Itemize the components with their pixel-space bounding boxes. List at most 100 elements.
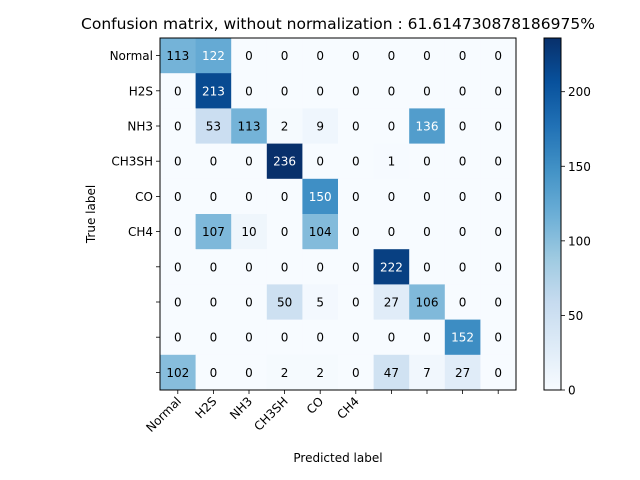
cell-value-label: 0 — [494, 331, 502, 345]
y-tick-label: NH3 — [127, 120, 153, 134]
cell-value-label: 0 — [174, 225, 182, 239]
cell-value-label: 0 — [316, 84, 324, 98]
heatmap-cell — [444, 73, 481, 109]
cell-value-label: 0 — [352, 260, 360, 274]
heatmap-cell — [302, 354, 339, 391]
heatmap-cell — [373, 108, 410, 144]
heatmap-cell — [160, 178, 196, 215]
x-tick-label: CH3SH — [251, 394, 290, 433]
cell-value-label: 2 — [281, 120, 289, 134]
heatmap-cell — [231, 354, 268, 391]
cell-value-label: 7 — [423, 366, 431, 380]
heatmap-cell — [480, 38, 517, 74]
cell-value-label: 0 — [388, 331, 396, 345]
heatmap-cell — [160, 143, 196, 180]
heatmap-cell — [444, 143, 481, 180]
heatmap-cell — [266, 108, 303, 144]
heatmap-cell — [338, 178, 374, 215]
cell-value-label: 0 — [459, 296, 467, 310]
cell-value-label: 10 — [241, 225, 256, 239]
cell-value-label: 0 — [245, 190, 253, 204]
cell-value-label: 150 — [309, 190, 332, 204]
cell-value-label: 0 — [281, 84, 289, 98]
y-tick-label: CH4 — [128, 225, 153, 239]
cell-value-label: 0 — [423, 331, 431, 345]
cell-value-label: 0 — [245, 260, 253, 274]
heatmap-cell — [195, 108, 232, 144]
cell-value-label: 0 — [174, 296, 182, 310]
colorbar-tick-label: 200 — [568, 85, 591, 99]
heatmap-cell — [195, 38, 232, 74]
heatmap-cells: 113 122 0 0 0 0 0 0 0 00 213 0 0 0 0 0 0 0 00 53 113 2 9 0 0 136 0… — [160, 38, 517, 391]
heatmap-cell — [480, 178, 517, 215]
heatmap-cell — [266, 249, 303, 285]
heatmap-cell — [480, 73, 517, 109]
cell-value-label: 0 — [281, 331, 289, 345]
heatmap-cell — [266, 143, 303, 180]
heatmap-cell — [338, 354, 374, 391]
cell-value-label: 0 — [352, 366, 360, 380]
y-axis-ticks: Normal H2S NH3 CH3SH CO CH4 — [110, 49, 160, 373]
cell-value-label: 0 — [459, 120, 467, 134]
heatmap-cell — [373, 319, 410, 356]
heatmap-cell — [409, 284, 446, 320]
cell-value-label: 47 — [384, 366, 399, 380]
cell-value-label: 0 — [423, 84, 431, 98]
cell-value-label: 0 — [210, 190, 218, 204]
heatmap-cell — [302, 249, 339, 285]
heatmap-cell — [160, 284, 196, 320]
cell-value-label: 0 — [388, 190, 396, 204]
cell-value-label: 0 — [459, 49, 467, 63]
heatmap-cell — [409, 143, 446, 180]
cell-value-label: 0 — [352, 225, 360, 239]
cell-value-label: 0 — [352, 49, 360, 63]
heatmap-cell — [373, 143, 410, 180]
x-axis-label: Predicted label — [293, 451, 382, 465]
x-tick-label: CO — [304, 394, 327, 417]
cell-value-label: 0 — [388, 84, 396, 98]
cell-value-label: 0 — [174, 155, 182, 169]
cell-value-label: 0 — [352, 155, 360, 169]
heatmap-cell — [195, 214, 232, 250]
heatmap-cell — [338, 319, 374, 356]
cell-value-label: 0 — [388, 225, 396, 239]
cell-value-label: 0 — [245, 296, 253, 310]
heatmap-cell — [480, 108, 517, 144]
heatmap-cell — [160, 38, 196, 74]
cell-value-label: 122 — [202, 49, 225, 63]
cell-value-label: 113 — [238, 120, 261, 134]
cell-value-label: 0 — [352, 120, 360, 134]
cell-value-label: 2 — [316, 366, 324, 380]
heatmap-cell — [231, 143, 268, 180]
cell-value-label: 0 — [281, 49, 289, 63]
heatmap-cell — [338, 73, 374, 109]
colorbar — [543, 37, 562, 391]
heatmap-cell — [444, 284, 481, 320]
cell-value-label: 0 — [245, 331, 253, 345]
cell-value-label: 113 — [166, 49, 189, 63]
heatmap-cell — [302, 284, 339, 320]
heatmap-cell — [338, 143, 374, 180]
cell-value-label: 0 — [245, 49, 253, 63]
heatmap-cell — [302, 38, 339, 74]
heatmap-cell — [195, 178, 232, 215]
cell-value-label: 0 — [210, 155, 218, 169]
cell-value-label: 0 — [281, 260, 289, 274]
heatmap-cell — [373, 178, 410, 215]
heatmap-cell — [444, 108, 481, 144]
heatmap-cell — [444, 319, 481, 356]
heatmap-cell — [195, 143, 232, 180]
heatmap-cell — [302, 73, 339, 109]
cell-value-label: 0 — [494, 49, 502, 63]
heatmap-cell — [266, 284, 303, 320]
cell-value-label: 136 — [416, 120, 439, 134]
heatmap-cell — [338, 284, 374, 320]
heatmap-cell — [160, 214, 196, 250]
heatmap-cell — [195, 73, 232, 109]
cell-value-label: 0 — [423, 190, 431, 204]
heatmap-cell — [409, 108, 446, 144]
cell-value-label: 152 — [451, 331, 474, 345]
heatmap-cell — [338, 214, 374, 250]
cell-value-label: 0 — [281, 225, 289, 239]
heatmap-cell — [373, 249, 410, 285]
